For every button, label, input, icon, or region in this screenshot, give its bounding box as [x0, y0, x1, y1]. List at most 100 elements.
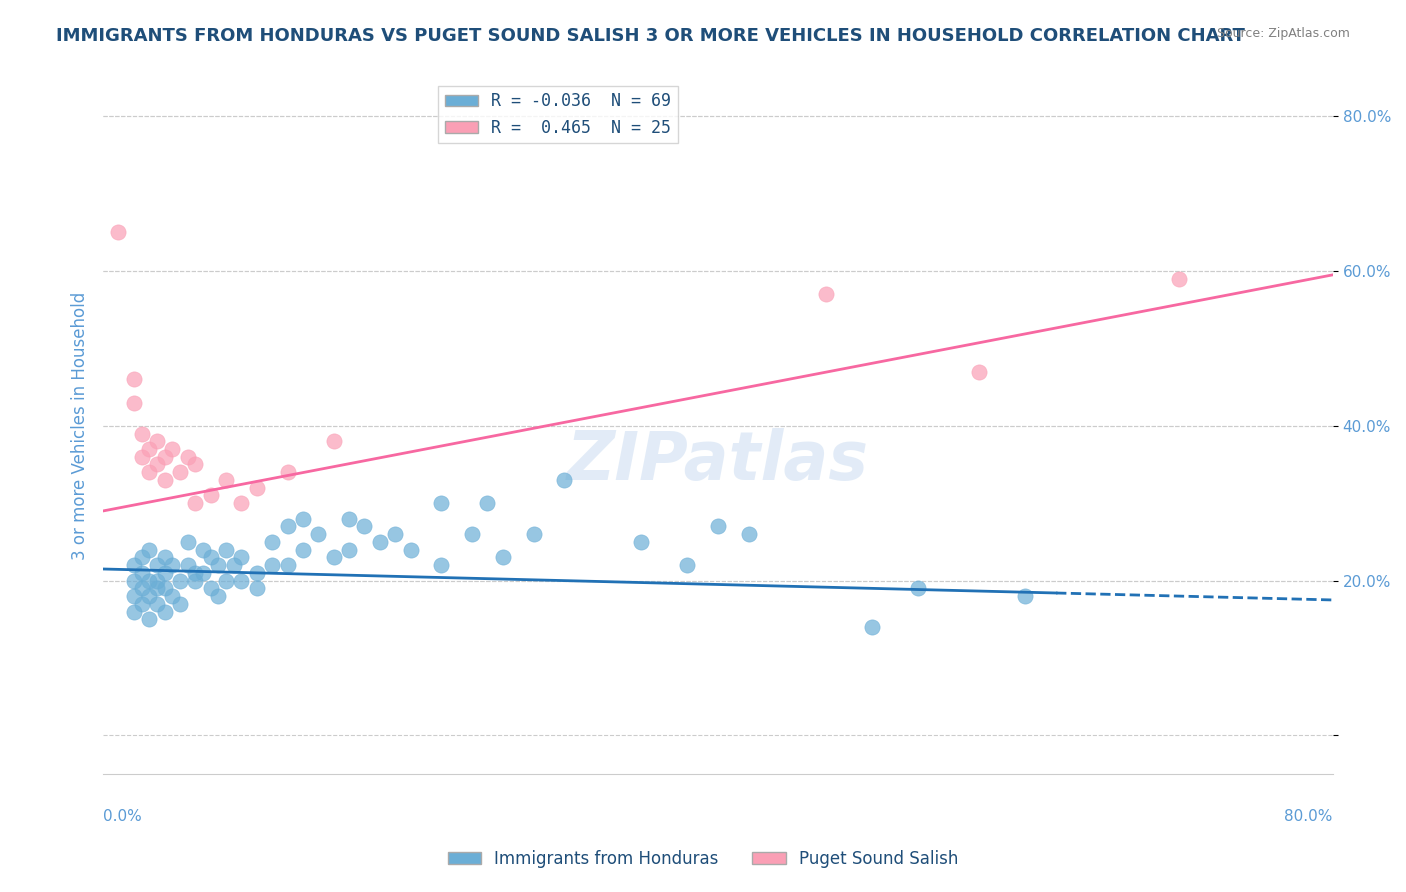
Point: [967, 365, 990, 379]
Point: [737, 527, 759, 541]
Point: [191, 566, 214, 580]
Point: [814, 287, 837, 301]
Point: [131, 426, 153, 441]
Point: [176, 535, 198, 549]
Point: [522, 527, 544, 541]
Point: [200, 488, 222, 502]
Point: [122, 558, 145, 573]
Point: [122, 372, 145, 386]
Point: [291, 542, 314, 557]
Point: [215, 574, 238, 588]
Point: [200, 582, 222, 596]
Point: [630, 535, 652, 549]
Text: Source: ZipAtlas.com: Source: ZipAtlas.com: [1216, 27, 1350, 40]
Legend: R = -0.036  N = 69, R =  0.465  N = 25: R = -0.036 N = 69, R = 0.465 N = 25: [439, 86, 678, 144]
Point: [162, 589, 184, 603]
Point: [153, 566, 176, 580]
Point: [122, 395, 145, 409]
Point: [176, 450, 198, 464]
Point: [146, 597, 169, 611]
Point: [184, 566, 207, 580]
Point: [477, 496, 499, 510]
Point: [162, 442, 184, 456]
Point: [131, 450, 153, 464]
Point: [246, 481, 269, 495]
Point: [1014, 589, 1036, 603]
Point: [207, 558, 229, 573]
Point: [146, 434, 169, 449]
Point: [138, 612, 160, 626]
Point: [277, 558, 299, 573]
Point: [138, 465, 160, 479]
Point: [322, 434, 344, 449]
Point: [231, 550, 253, 565]
Point: [184, 496, 207, 510]
Point: [131, 597, 153, 611]
Point: [138, 574, 160, 588]
Point: [676, 558, 699, 573]
Point: [153, 473, 176, 487]
Text: ZIPatlas: ZIPatlas: [567, 427, 869, 493]
Point: [200, 550, 222, 565]
Point: [337, 511, 360, 525]
Point: [215, 473, 238, 487]
Point: [146, 574, 169, 588]
Text: 0.0%: 0.0%: [103, 809, 142, 824]
Point: [277, 519, 299, 533]
Text: IMMIGRANTS FROM HONDURAS VS PUGET SOUND SALISH 3 OR MORE VEHICLES IN HOUSEHOLD C: IMMIGRANTS FROM HONDURAS VS PUGET SOUND …: [56, 27, 1246, 45]
Point: [122, 574, 145, 588]
Point: [353, 519, 375, 533]
Point: [907, 582, 929, 596]
Point: [368, 535, 391, 549]
Point: [131, 566, 153, 580]
Point: [153, 450, 176, 464]
Point: [246, 582, 269, 596]
Point: [222, 558, 245, 573]
Point: [131, 550, 153, 565]
Point: [307, 527, 329, 541]
Point: [1168, 271, 1191, 285]
Point: [231, 496, 253, 510]
Point: [107, 225, 129, 239]
Point: [277, 465, 299, 479]
Point: [430, 558, 453, 573]
Point: [215, 542, 238, 557]
Point: [191, 542, 214, 557]
Point: [184, 458, 207, 472]
Point: [122, 605, 145, 619]
Point: [262, 558, 284, 573]
Point: [131, 582, 153, 596]
Point: [169, 574, 191, 588]
Point: [291, 511, 314, 525]
Point: [169, 465, 191, 479]
Y-axis label: 3 or more Vehicles in Household: 3 or more Vehicles in Household: [72, 292, 89, 560]
Point: [492, 550, 515, 565]
Point: [461, 527, 484, 541]
Point: [146, 558, 169, 573]
Point: [138, 442, 160, 456]
Text: 80.0%: 80.0%: [1285, 809, 1333, 824]
Point: [146, 458, 169, 472]
Point: [262, 535, 284, 549]
Point: [146, 582, 169, 596]
Point: [384, 527, 406, 541]
Point: [184, 574, 207, 588]
Point: [231, 574, 253, 588]
Point: [138, 542, 160, 557]
Point: [176, 558, 198, 573]
Point: [153, 605, 176, 619]
Point: [162, 558, 184, 573]
Point: [337, 542, 360, 557]
Point: [246, 566, 269, 580]
Point: [553, 473, 575, 487]
Point: [322, 550, 344, 565]
Point: [860, 620, 883, 634]
Point: [153, 582, 176, 596]
Point: [122, 589, 145, 603]
Point: [207, 589, 229, 603]
Legend: Immigrants from Honduras, Puget Sound Salish: Immigrants from Honduras, Puget Sound Sa…: [441, 844, 965, 875]
Point: [169, 597, 191, 611]
Point: [138, 589, 160, 603]
Point: [399, 542, 422, 557]
Point: [430, 496, 453, 510]
